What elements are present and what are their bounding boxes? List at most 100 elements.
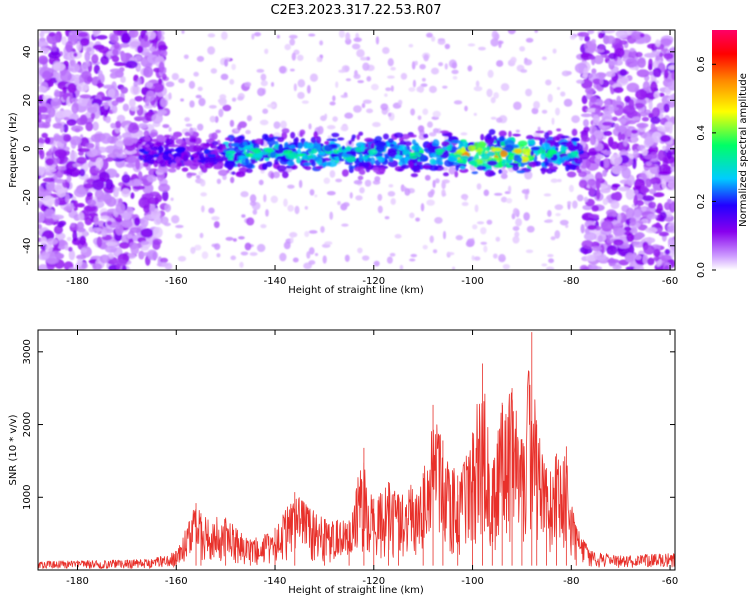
spectrogram-cell (69, 150, 78, 163)
spectrogram-cell (288, 34, 298, 39)
spectrogram-cell (670, 166, 675, 172)
spectrogram-cell (283, 241, 291, 250)
spectrogram-cell (340, 125, 349, 132)
spectrogram-cell (464, 105, 468, 112)
spectrogram-cell (546, 266, 555, 270)
spectrogram-cell (289, 68, 295, 72)
snr-x-tick-label: -160 (165, 576, 188, 587)
spectrogram-cell (96, 82, 105, 88)
spectrogram-cell (631, 116, 641, 121)
spectrogram-cell (225, 236, 234, 241)
spectrogram-cell (309, 73, 319, 82)
spectrogram-cell (278, 143, 284, 152)
spectrogram-cell (246, 115, 253, 122)
spectrogram-cell (137, 77, 142, 86)
spectrogram-cell (394, 234, 402, 239)
spectrogram-cell (560, 91, 566, 97)
spectrogram-cell (76, 203, 85, 208)
spectrogram-cell (306, 251, 311, 259)
spectrogram-cell (273, 121, 281, 129)
spectrogram-cell (189, 100, 195, 108)
spectrogram-cell (256, 243, 266, 253)
spectrogram-cell (357, 80, 364, 84)
spectrogram-cell (642, 195, 655, 202)
spectrogram-cell (98, 46, 110, 54)
spectrogram-cell (531, 107, 539, 115)
spectrogram-cell (664, 265, 670, 270)
spectrogram-cell (578, 171, 587, 178)
spectrogram-cell (563, 98, 573, 107)
spectrogram-cell (99, 254, 110, 264)
spectrogram-cell (121, 264, 127, 270)
spectrogram-cell (451, 69, 459, 75)
spectrogram-cell (442, 85, 448, 89)
spectrogram-cell (172, 153, 182, 158)
spectrogram-cell (134, 95, 144, 102)
spectrogram-cell (478, 151, 482, 155)
spectrogram-cell (589, 95, 597, 103)
spectrogram-cell (408, 160, 414, 169)
spectrogram-cell (437, 39, 446, 45)
snr-y-tick-label: 2000 (22, 412, 33, 437)
spectrogram-cell (621, 167, 631, 179)
spectrogram-cell (133, 185, 146, 190)
spectrogram-cell (362, 161, 370, 168)
spectrogram-cell (104, 245, 117, 253)
spectrogram-cell (605, 71, 616, 78)
spectrogram-cell (237, 162, 242, 168)
spectrogram-cell (388, 184, 394, 188)
spectrogram-cell (195, 174, 201, 179)
snr-x-tick-label: -180 (66, 576, 89, 587)
spectrogram-cell (359, 187, 365, 194)
spectrogram-cell (316, 136, 322, 144)
spectrogram-cell (138, 123, 148, 129)
spectrogram-cell (656, 102, 666, 111)
spectrogram-cell (500, 83, 510, 92)
spectrogram-cell (496, 117, 503, 123)
spectrogram-cell (163, 222, 171, 227)
spectrogram-cell (99, 194, 112, 200)
spectrogram-cell (40, 203, 48, 212)
spectrogram-cell (618, 186, 630, 192)
spectrogram-cell (68, 267, 78, 270)
spectrogram-cell (568, 184, 574, 193)
spectrogram-cell (143, 130, 150, 138)
spectrogram-cell (353, 73, 361, 79)
spectrogram-cell (118, 43, 130, 48)
spectrogram-cell (157, 135, 165, 143)
spectrogram-cell (490, 116, 497, 120)
spectrogram-cell (345, 151, 355, 155)
spectrogram-cell (582, 119, 589, 127)
spectrogram-cell (455, 235, 463, 241)
spectrogram-cell (492, 147, 503, 152)
spectrogram-cell (353, 105, 362, 113)
spectrogram-cell (543, 193, 552, 197)
spectrogram-cell (474, 204, 479, 213)
spectrogram-cell (648, 144, 659, 155)
spectrogram-cell (96, 236, 103, 248)
spectrogram-cell (410, 134, 417, 138)
spectrogram-cell (121, 174, 131, 184)
spectrogram-cell (150, 146, 161, 151)
spectrogram-cell (126, 234, 133, 239)
spectrogram-cell (561, 156, 570, 161)
spectrogram-cell (113, 186, 119, 198)
spectrogram-cell (277, 136, 285, 143)
spectrogram-cell (659, 38, 673, 47)
spectrogram-cell (358, 162, 363, 167)
spectrogram-cell (194, 244, 202, 251)
spectrogram-cell (614, 47, 625, 58)
spectrogram-cell (667, 198, 672, 204)
spectrogram-cell (372, 166, 380, 173)
spectrogram-cell (602, 150, 612, 155)
spectrogram-cell (217, 169, 228, 176)
spectrogram-cell (426, 199, 435, 206)
spectrogram-cell (77, 32, 89, 38)
spectrogram-cell (416, 86, 421, 93)
spectrogram-cell (360, 144, 365, 152)
spectrogram-cell (619, 68, 627, 77)
spectrogram-cell (642, 81, 650, 91)
spectrogram-cell (210, 145, 217, 149)
spectrogram-cell (335, 178, 343, 183)
spectrogram-cell (237, 96, 244, 101)
